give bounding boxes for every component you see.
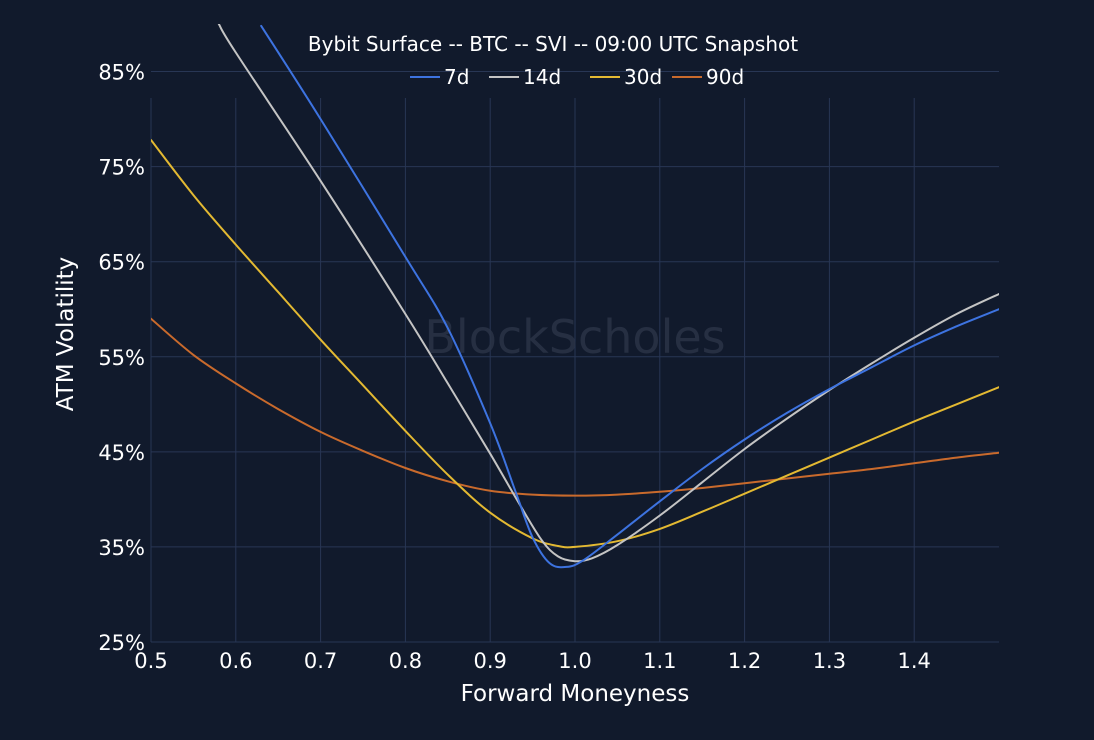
x-tick-label: 1.2 [728, 649, 761, 673]
y-tick-label: 55% [98, 346, 145, 370]
gridlines [150, 71, 999, 643]
series-line-14d [217, 24, 999, 563]
y-axis-title: ATM Volatility [53, 257, 79, 411]
x-tick-label: 1.0 [558, 649, 591, 673]
y-axis-ticks: 25% 35% 45% 55% 65% 75% 85% [98, 61, 145, 655]
y-tick-label: 75% [98, 156, 145, 180]
y-tick-label: 45% [98, 441, 145, 465]
legend-item-7d[interactable]: 7d [410, 65, 469, 89]
y-tick-label: 85% [98, 61, 145, 85]
series-line-7d [260, 24, 999, 569]
legend-label: 7d [444, 65, 469, 89]
legend-item-30d[interactable]: 30d [590, 65, 662, 89]
y-tick-label: 65% [98, 251, 145, 275]
series-line-30d [151, 139, 999, 549]
y-tick-label: 35% [98, 536, 145, 560]
legend: 7d 14d 30d 90d [410, 65, 744, 89]
x-tick-label: 0.5 [134, 649, 167, 673]
series-line-90d [151, 317, 999, 497]
x-tick-label: 0.6 [219, 649, 252, 673]
x-axis-ticks: 0.5 0.6 0.7 0.8 0.9 1.0 1.1 1.2 1.3 1.4 [134, 649, 931, 673]
chart-title: Bybit Surface -- BTC -- SVI -- 09:00 UTC… [308, 32, 798, 56]
watermark: BlockScholes [424, 310, 725, 364]
x-tick-label: 1.3 [813, 649, 846, 673]
legend-item-90d[interactable]: 90d [672, 65, 744, 89]
x-tick-label: 0.9 [473, 649, 506, 673]
x-axis-title: Forward Moneyness [461, 681, 690, 707]
y-tick-label: 25% [98, 631, 145, 655]
x-tick-label: 0.8 [389, 649, 422, 673]
legend-item-14d[interactable]: 14d [489, 65, 561, 89]
legend-label: 14d [523, 65, 561, 89]
x-tick-label: 1.1 [643, 649, 676, 673]
x-tick-label: 1.4 [897, 649, 930, 673]
legend-label: 30d [624, 65, 662, 89]
x-tick-label: 0.7 [304, 649, 337, 673]
legend-label: 90d [706, 65, 744, 89]
series-lines [151, 24, 999, 569]
